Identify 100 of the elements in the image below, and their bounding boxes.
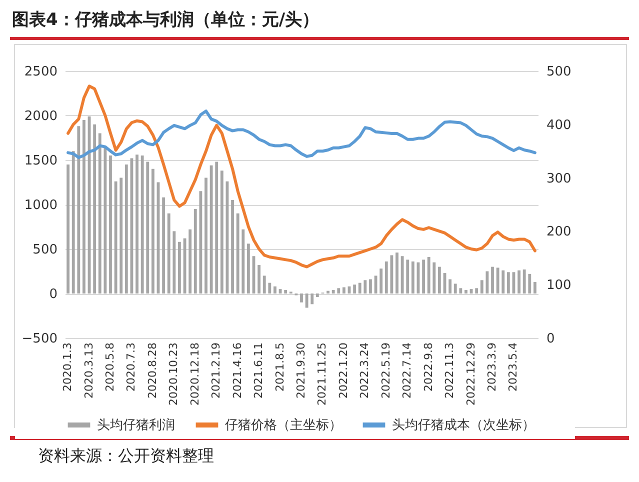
bar: [109, 156, 112, 294]
bar: [242, 229, 245, 294]
y-tick-label: −500: [22, 332, 58, 346]
bar: [353, 284, 356, 294]
bar: [98, 133, 102, 294]
bar: [104, 146, 107, 294]
bar: [77, 126, 80, 294]
bar: [491, 266, 494, 294]
bar: [454, 284, 457, 294]
x-tick-label: 2022.1.20: [336, 342, 350, 398]
bar: [486, 271, 489, 294]
bar: [459, 288, 462, 294]
bar: [167, 213, 170, 294]
bar: [305, 294, 308, 308]
y-tick-label: 2500: [24, 64, 58, 80]
bar: [162, 197, 166, 294]
bar: [82, 120, 86, 294]
bar: [66, 164, 70, 294]
bar: [204, 178, 208, 294]
text: 资料来源：公开资料整理: [38, 446, 215, 467]
bar: [406, 260, 410, 294]
bar: [316, 294, 319, 298]
bar: [502, 270, 505, 294]
x-tick-label: 2021.2.19: [210, 342, 223, 398]
bar: [522, 269, 526, 294]
bar: [427, 257, 430, 294]
x-tick-label: 2022.11.3: [443, 342, 456, 398]
x-tick-label: 2021.6.11: [252, 342, 266, 398]
bar: [188, 229, 192, 294]
bar: [400, 256, 404, 294]
bar: [151, 168, 154, 294]
bar: [136, 154, 138, 294]
bar: [146, 162, 150, 294]
bar: [528, 274, 532, 294]
bar: [438, 266, 441, 294]
x-tick-label: 2022.9.8: [422, 342, 435, 392]
x-tick-label: 2022.7.14: [400, 342, 414, 398]
x-tick-label: 2023.5.4: [506, 342, 520, 392]
bar: [194, 208, 197, 294]
x-tick-label: 2021.8.5: [273, 342, 286, 392]
x-tick-label: 2020.5.8: [103, 342, 116, 392]
bar: [258, 265, 261, 294]
x-tick-label: 2021.11.25: [316, 342, 329, 406]
x-tick-label: 2021.9.30: [294, 342, 308, 398]
bar: [358, 282, 362, 294]
y-tick-label: 500: [32, 242, 58, 258]
bar: [236, 213, 240, 294]
y2-tick-label: 500: [546, 64, 572, 80]
x-tick-label: 2022.5.19: [379, 342, 392, 398]
bar: [300, 294, 303, 302]
bar: [448, 279, 452, 294]
bar: [246, 244, 250, 294]
y2-tick-label: 300: [546, 171, 572, 186]
bar: [337, 288, 340, 294]
legend-label: 仔猪价格（主坐标）: [225, 417, 342, 433]
bar: [215, 162, 218, 294]
y2-tick-label: 200: [546, 224, 572, 240]
bar: [380, 268, 383, 294]
y2-tick-label: 0: [546, 332, 555, 346]
bar: [411, 261, 414, 294]
bar: [199, 191, 202, 294]
x-tick-label: 2021.4.16: [230, 342, 244, 398]
bar: [396, 252, 398, 294]
line-series: [66, 84, 536, 268]
y-tick-label: 1000: [24, 198, 58, 213]
x-tick-label: 2020.8.28: [146, 342, 159, 398]
bar: [310, 294, 314, 304]
bar: [326, 290, 330, 294]
bar: [384, 261, 388, 294]
bar: [475, 288, 478, 294]
x-tick-label: 2020.7.3: [124, 342, 138, 392]
bar: [464, 290, 468, 294]
x-tick-label: 2022.3.24: [358, 342, 372, 398]
y-tick-label: 2000: [24, 109, 58, 124]
bar: [274, 286, 276, 294]
y2-tick-label: 400: [546, 118, 572, 133]
bar: [506, 272, 510, 294]
bar: [124, 164, 128, 294]
bar: [496, 268, 500, 294]
y-tick-label: 1500: [24, 154, 58, 168]
x-tick-label: 2020.1.3: [61, 342, 74, 392]
y2-tick-label: 100: [546, 278, 572, 294]
x-tick-label: 2020.10.23: [167, 342, 180, 406]
bar: [533, 282, 536, 294]
bar: [332, 290, 335, 294]
bar: [342, 287, 346, 294]
bar: [284, 290, 288, 294]
bar: [231, 200, 234, 294]
legend-label: 头均仔猪利润: [97, 418, 175, 433]
bar: [140, 156, 144, 294]
bar: [480, 280, 484, 294]
bar: [178, 242, 181, 294]
y-tick-label: 0: [49, 287, 58, 302]
bar: [390, 255, 394, 294]
bar: [210, 165, 213, 294]
bar: [432, 262, 436, 294]
x-tick-label: 2020.3.13: [82, 342, 96, 398]
bar: [120, 178, 123, 294]
bar: [72, 151, 75, 294]
bar: [93, 124, 96, 294]
